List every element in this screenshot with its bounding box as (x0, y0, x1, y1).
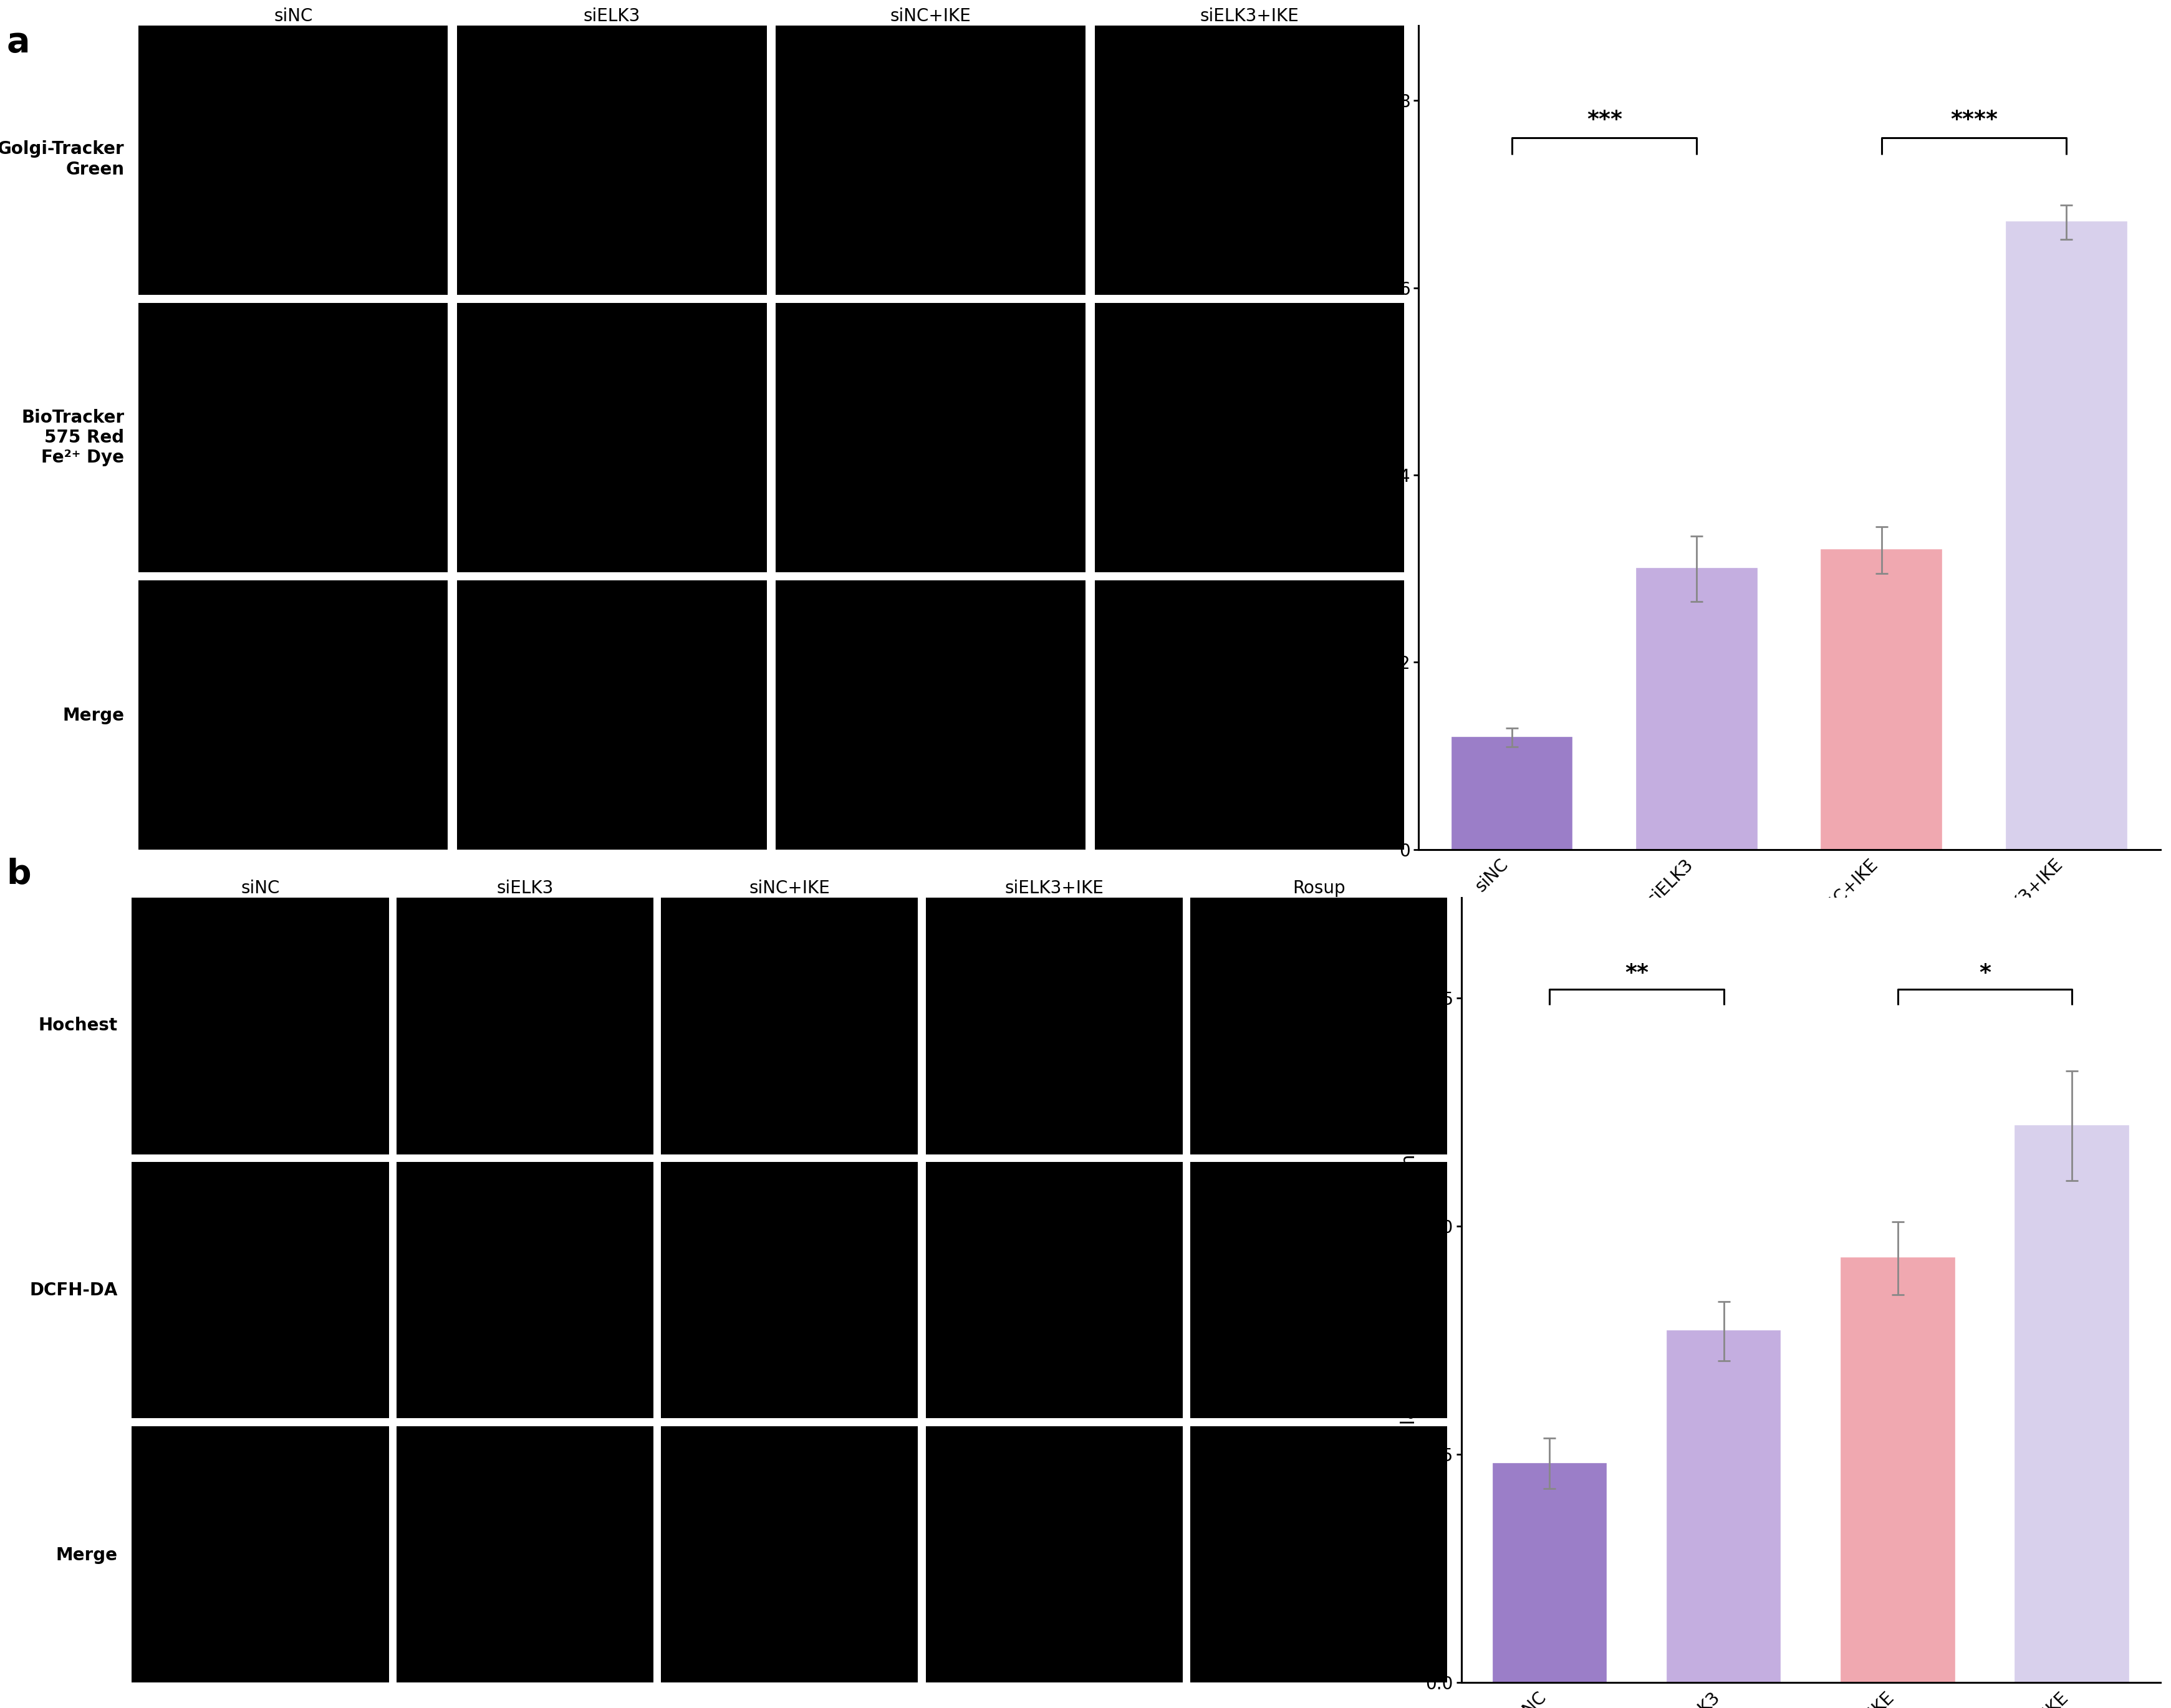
Title: siNC+IKE: siNC+IKE (890, 7, 970, 26)
Title: siELK3: siELK3 (584, 7, 640, 26)
Title: Rosup: Rosup (1292, 880, 1346, 897)
Title: siELK3: siELK3 (497, 880, 554, 897)
Bar (1841, 1259, 1954, 1682)
Bar (1452, 738, 1572, 849)
Text: Merge: Merge (63, 707, 124, 724)
Y-axis label: Relative Fe2+  level: Relative Fe2+ level (1374, 343, 1392, 533)
Text: ****: **** (1950, 109, 1997, 130)
Text: BioTracker
575 Red
Fe²⁺ Dye: BioTracker 575 Red Fe²⁺ Dye (22, 408, 124, 466)
Title: siNC: siNC (274, 7, 313, 26)
Y-axis label: Relative intensity of fluorescence: Relative intensity of fluorescence (1400, 1132, 1418, 1448)
Title: siNC: siNC (241, 880, 280, 897)
Text: ***: *** (1587, 109, 1622, 130)
Text: a: a (7, 26, 30, 60)
Bar (2006, 222, 2125, 849)
Text: b: b (7, 857, 30, 892)
Text: Hochest: Hochest (39, 1016, 117, 1033)
Title: siNC+IKE: siNC+IKE (749, 880, 829, 897)
Bar (1667, 1331, 1780, 1682)
Text: DCFH-DA: DCFH-DA (30, 1281, 117, 1298)
Bar (1494, 1464, 1607, 1682)
Text: *: * (1980, 962, 1991, 984)
Title: siELK3+IKE: siELK3+IKE (1201, 7, 1298, 26)
Bar (2015, 1126, 2128, 1682)
Title: siELK3+IKE: siELK3+IKE (1005, 880, 1103, 897)
Text: **: ** (1624, 962, 1648, 984)
Text: Golgi-Tracker
Green: Golgi-Tracker Green (0, 140, 124, 178)
Bar (1637, 569, 1756, 849)
Bar (1821, 550, 1941, 849)
Text: Merge: Merge (56, 1546, 117, 1565)
